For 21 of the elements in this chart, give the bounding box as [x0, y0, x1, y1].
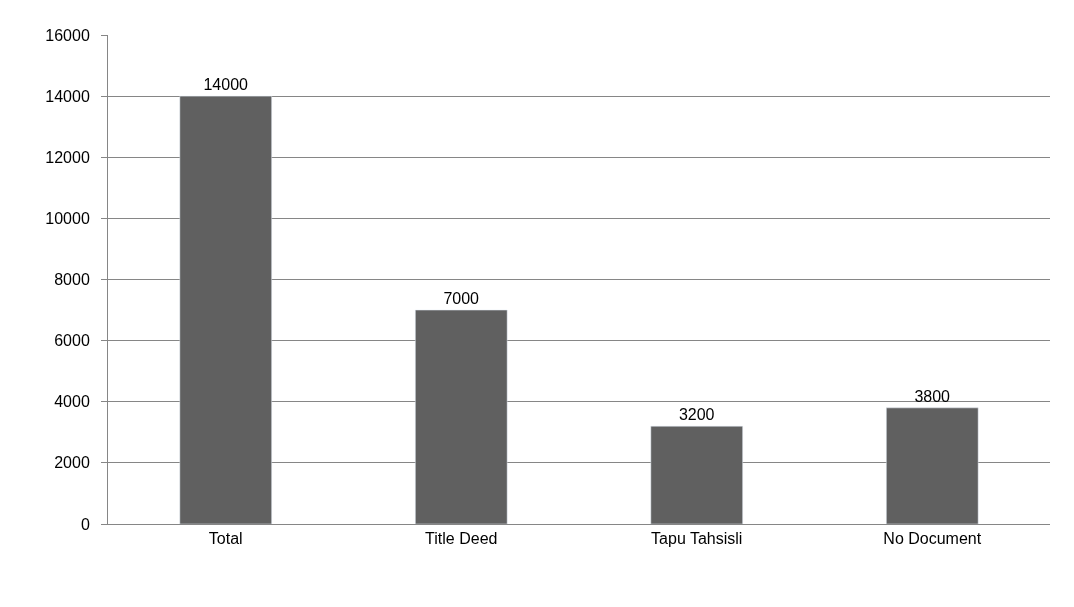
- x-tick-label: No Document: [883, 530, 982, 548]
- y-tick-label: 8000: [54, 271, 90, 289]
- bar: [886, 407, 979, 524]
- y-tick-label: 14000: [45, 87, 90, 105]
- x-tick-label: Total: [208, 530, 243, 548]
- y-tick-label: 16000: [45, 26, 90, 44]
- bar: [415, 309, 508, 524]
- x-tick-label: Tapu Tahsisli: [651, 530, 743, 548]
- y-tick-label: 4000: [54, 393, 90, 411]
- bar: [179, 95, 272, 524]
- y-tick-label: 10000: [45, 209, 90, 227]
- y-tick-label: 12000: [45, 148, 90, 166]
- bar: [650, 425, 743, 524]
- data-label: 7000: [443, 290, 480, 308]
- y-tick-label: 6000: [54, 332, 90, 350]
- data-label: 3200: [678, 406, 715, 424]
- x-tick-label: Title Deed: [425, 530, 498, 548]
- y-tick-label: 2000: [54, 454, 90, 472]
- data-label: 3800: [914, 387, 951, 405]
- y-tick-label: 0: [80, 515, 90, 533]
- data-label: 14000: [203, 76, 249, 94]
